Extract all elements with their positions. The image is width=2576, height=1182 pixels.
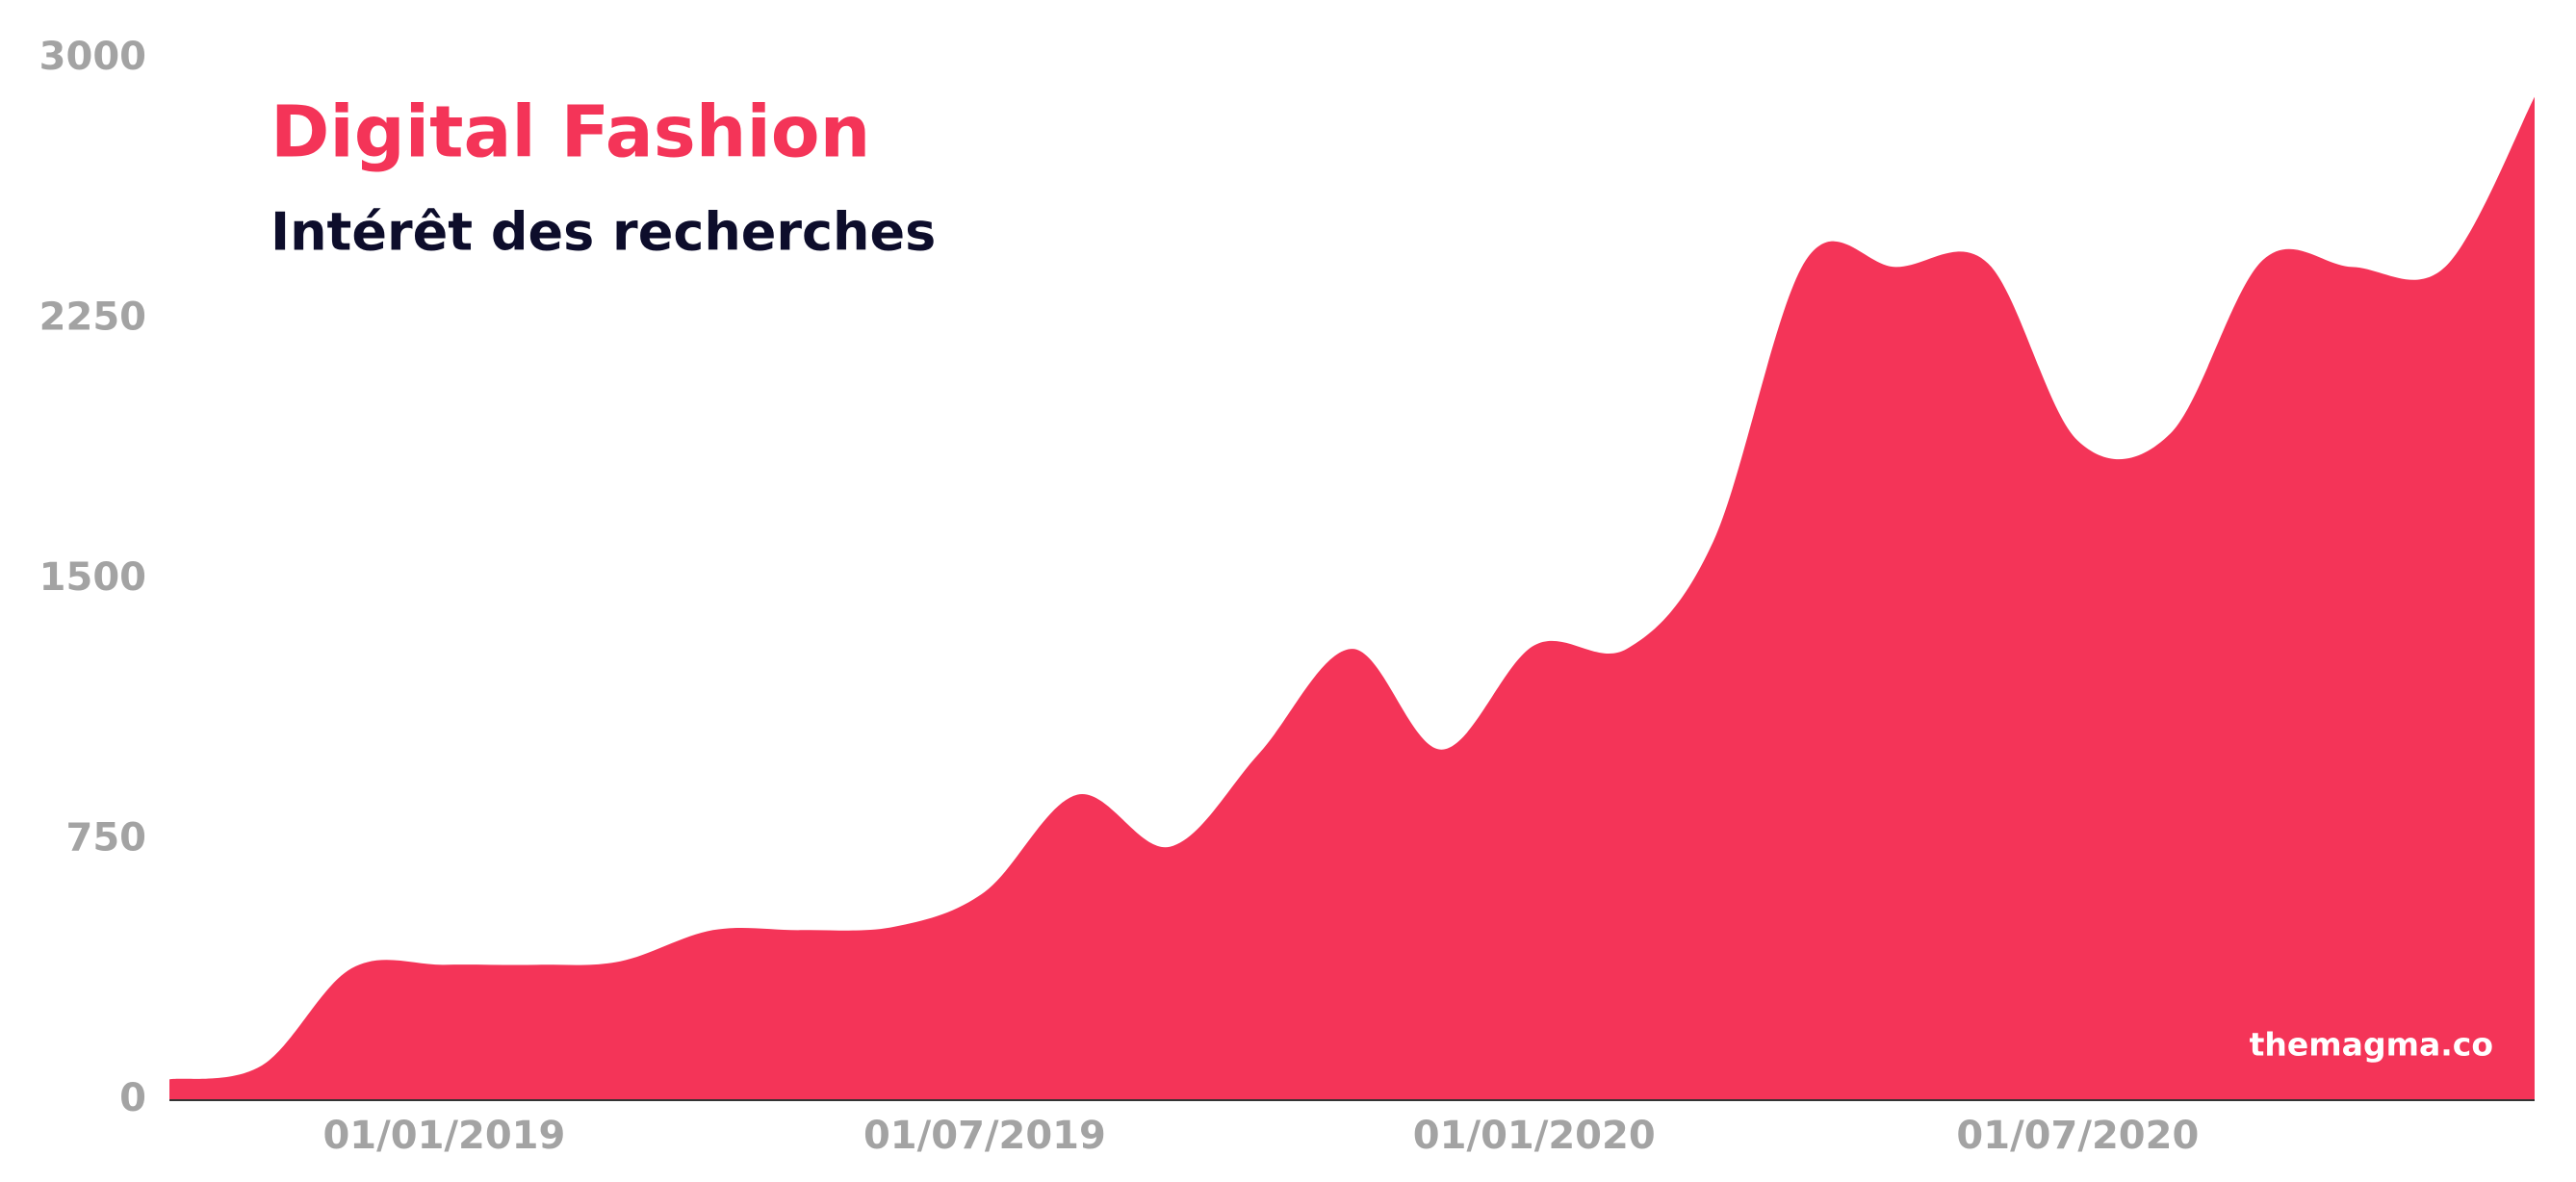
- watermark: themagma.co: [2250, 1026, 2493, 1064]
- y-tick-label: 0: [119, 1076, 146, 1120]
- x-tick-label: 01/07/2020: [1956, 1114, 2199, 1158]
- chart-title: Digital Fashion: [270, 91, 870, 174]
- x-tick-label: 01/01/2020: [1413, 1114, 1656, 1158]
- y-tick-label: 3000: [39, 35, 146, 79]
- y-tick-label: 2250: [39, 296, 146, 340]
- y-tick-label: 1500: [39, 555, 146, 600]
- chart-subtitle: Intérêt des recherches: [270, 202, 936, 263]
- y-tick-label: 750: [66, 816, 147, 861]
- x-tick-label: 01/01/2019: [322, 1114, 565, 1158]
- x-tick-label: 01/07/2019: [863, 1114, 1106, 1158]
- area: [169, 96, 2535, 1100]
